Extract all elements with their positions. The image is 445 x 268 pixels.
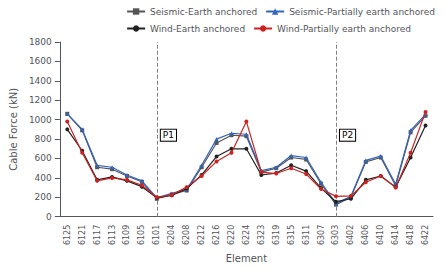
svg-text:6319: 6319: [272, 225, 281, 245]
svg-text:6402: 6402: [346, 225, 355, 245]
svg-text:6307: 6307: [317, 225, 326, 245]
svg-text:6220: 6220: [227, 225, 236, 245]
svg-text:Seismic-Earth anchored: Seismic-Earth anchored: [150, 7, 257, 17]
svg-text:P1: P1: [163, 130, 174, 140]
svg-text:6311: 6311: [302, 225, 311, 245]
svg-text:6315: 6315: [287, 225, 296, 245]
svg-text:6208: 6208: [182, 225, 191, 245]
svg-text:600: 600: [35, 153, 52, 163]
svg-text:6422: 6422: [421, 225, 430, 245]
svg-text:Seismic-Partially earth anchor: Seismic-Partially earth anchored: [289, 7, 435, 17]
svg-text:1200: 1200: [29, 95, 52, 105]
svg-text:6117: 6117: [93, 225, 102, 245]
svg-text:Cable Force (kN): Cable Force (kN): [8, 88, 19, 171]
svg-text:6101: 6101: [152, 225, 161, 245]
svg-text:6109: 6109: [122, 225, 131, 245]
svg-text:6418: 6418: [406, 225, 415, 245]
svg-text:6323: 6323: [257, 225, 266, 245]
svg-text:P2: P2: [342, 130, 353, 140]
svg-text:6406: 6406: [361, 225, 370, 245]
svg-text:1000: 1000: [29, 115, 52, 125]
svg-text:6113: 6113: [108, 225, 117, 245]
svg-text:6212: 6212: [197, 225, 206, 245]
svg-text:400: 400: [35, 173, 52, 183]
svg-text:6204: 6204: [167, 225, 176, 245]
svg-text:1800: 1800: [29, 37, 52, 47]
svg-text:6414: 6414: [391, 225, 400, 245]
svg-text:6216: 6216: [212, 225, 221, 245]
svg-text:6410: 6410: [376, 225, 385, 245]
svg-text:0: 0: [46, 212, 52, 222]
svg-text:1600: 1600: [29, 56, 52, 66]
svg-text:200: 200: [35, 192, 52, 202]
svg-text:6125: 6125: [63, 225, 72, 245]
svg-text:Wind-Earth anchored: Wind-Earth anchored: [150, 24, 245, 34]
svg-text:6303: 6303: [331, 225, 340, 245]
svg-text:6105: 6105: [137, 225, 146, 245]
svg-text:800: 800: [35, 134, 52, 144]
svg-text:1400: 1400: [29, 76, 52, 86]
svg-text:Wind-Partially earth anchored: Wind-Partially earth anchored: [277, 24, 411, 34]
svg-text:6224: 6224: [242, 225, 251, 245]
svg-text:Element: Element: [226, 253, 267, 264]
svg-text:6121: 6121: [78, 225, 87, 245]
